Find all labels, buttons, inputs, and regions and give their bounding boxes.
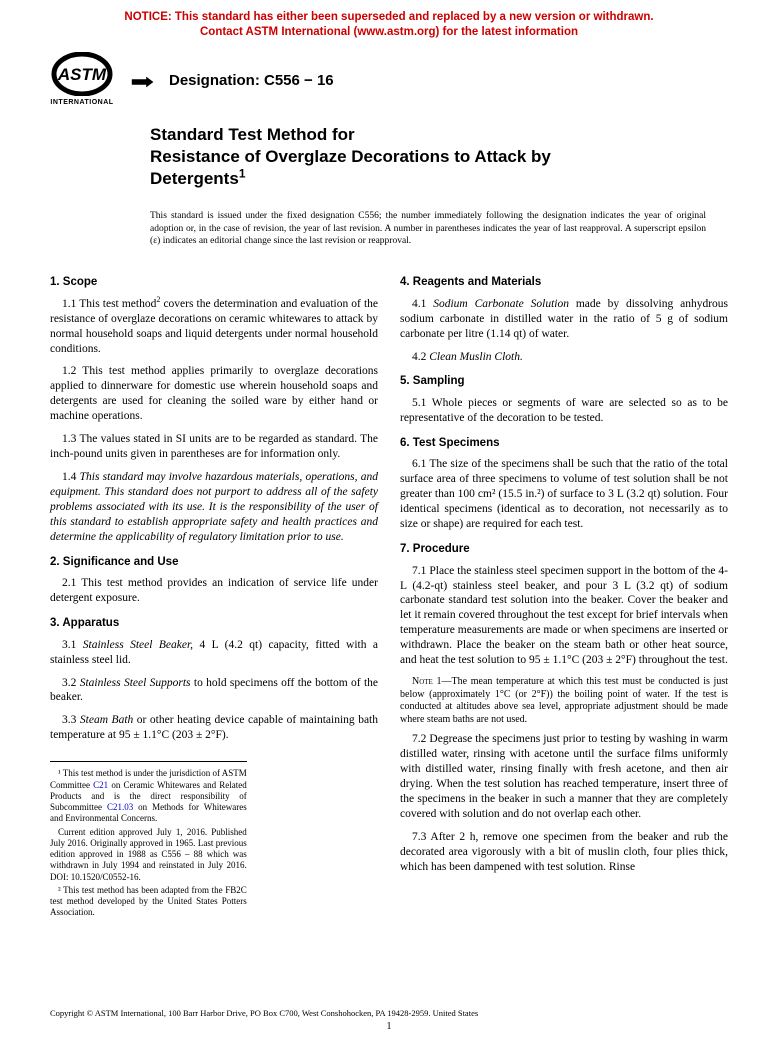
copyright-footer: Copyright © ASTM International, 100 Barr… (50, 1008, 728, 1019)
title-line2: Resistance of Overglaze Decorations to A… (150, 146, 708, 168)
supersession-notice: NOTICE: This standard has either been su… (0, 0, 778, 44)
note-1: Note 1—The mean temperature at which thi… (400, 676, 728, 726)
sec-1-head: 1. Scope (50, 275, 378, 291)
notice-line1: NOTICE: This standard has either been su… (124, 11, 653, 23)
sec-7-head: 7. Procedure (400, 542, 728, 558)
sec-4-head: 4. Reagents and Materials (400, 275, 728, 291)
link-c21-03[interactable]: C21.03 (107, 802, 133, 812)
para-1-1: 1.1 This test method2 covers the determi… (50, 297, 378, 357)
astm-logo: ASTM INTERNATIONAL (50, 52, 114, 110)
para-6-1: 6.1 The size of the specimens shall be s… (400, 457, 728, 532)
logo-word: INTERNATIONAL (50, 98, 113, 107)
footnote-2: ² This test method has been adapted from… (50, 885, 247, 919)
para-3-1: 3.1 Stainless Steel Beaker, 4 L (4.2 qt)… (50, 638, 378, 668)
notice-line2: Contact ASTM International (www.astm.org… (200, 26, 578, 38)
para-3-2: 3.2 Stainless Steel Supports to hold spe… (50, 676, 378, 706)
sec-6-head: 6. Test Specimens (400, 436, 728, 452)
para-7-1: 7.1 Place the stainless steel specimen s… (400, 564, 728, 669)
footnotes: ¹ This test method is under the jurisdic… (50, 761, 247, 918)
left-column: 1. Scope 1.1 This test method2 covers th… (50, 265, 378, 920)
para-5-1: 5.1 Whole pieces or segments of ware are… (400, 396, 728, 426)
para-1-3: 1.3 The values stated in SI units are to… (50, 432, 378, 462)
para-4-1: 4.1 Sodium Carbonate Solution made by di… (400, 297, 728, 342)
issuance-note: This standard is issued under the fixed … (0, 200, 778, 265)
header-row: ASTM INTERNATIONAL Designation: C556 − 1… (0, 44, 778, 110)
right-column: 4. Reagents and Materials 4.1 Sodium Car… (400, 265, 728, 920)
body-columns: 1. Scope 1.1 This test method2 covers th… (0, 265, 778, 920)
svg-text:ASTM: ASTM (57, 65, 107, 84)
title-line1: Standard Test Method for (150, 124, 708, 146)
title-line3: Detergents1 (150, 168, 708, 190)
designation-wrap: Designation: C556 − 16 (130, 71, 334, 91)
sec-2-head: 2. Significance and Use (50, 555, 378, 571)
para-4-2: 4.2 Clean Muslin Cloth. (400, 350, 728, 365)
sec-3-head: 3. Apparatus (50, 616, 378, 632)
title-block: Standard Test Method for Resistance of O… (0, 110, 778, 200)
designation: Designation: C556 − 16 (169, 72, 334, 89)
link-c21[interactable]: C21 (93, 780, 108, 790)
para-2-1: 2.1 This test method provides an indicat… (50, 576, 378, 606)
sec-5-head: 5. Sampling (400, 374, 728, 390)
para-7-3: 7.3 After 2 h, remove one specimen from … (400, 830, 728, 875)
para-7-2: 7.2 Degrease the specimens just prior to… (400, 732, 728, 822)
para-1-2: 1.2 This test method applies primarily t… (50, 364, 378, 424)
footnote-1b: Current edition approved July 1, 2016. P… (50, 827, 247, 883)
para-1-4: 1.4 This standard may involve hazardous … (50, 470, 378, 545)
para-3-3: 3.3 Steam Bath or other heating device c… (50, 713, 378, 743)
footnote-1: ¹ This test method is under the jurisdic… (50, 768, 247, 824)
page-number: 1 (0, 1020, 778, 1034)
